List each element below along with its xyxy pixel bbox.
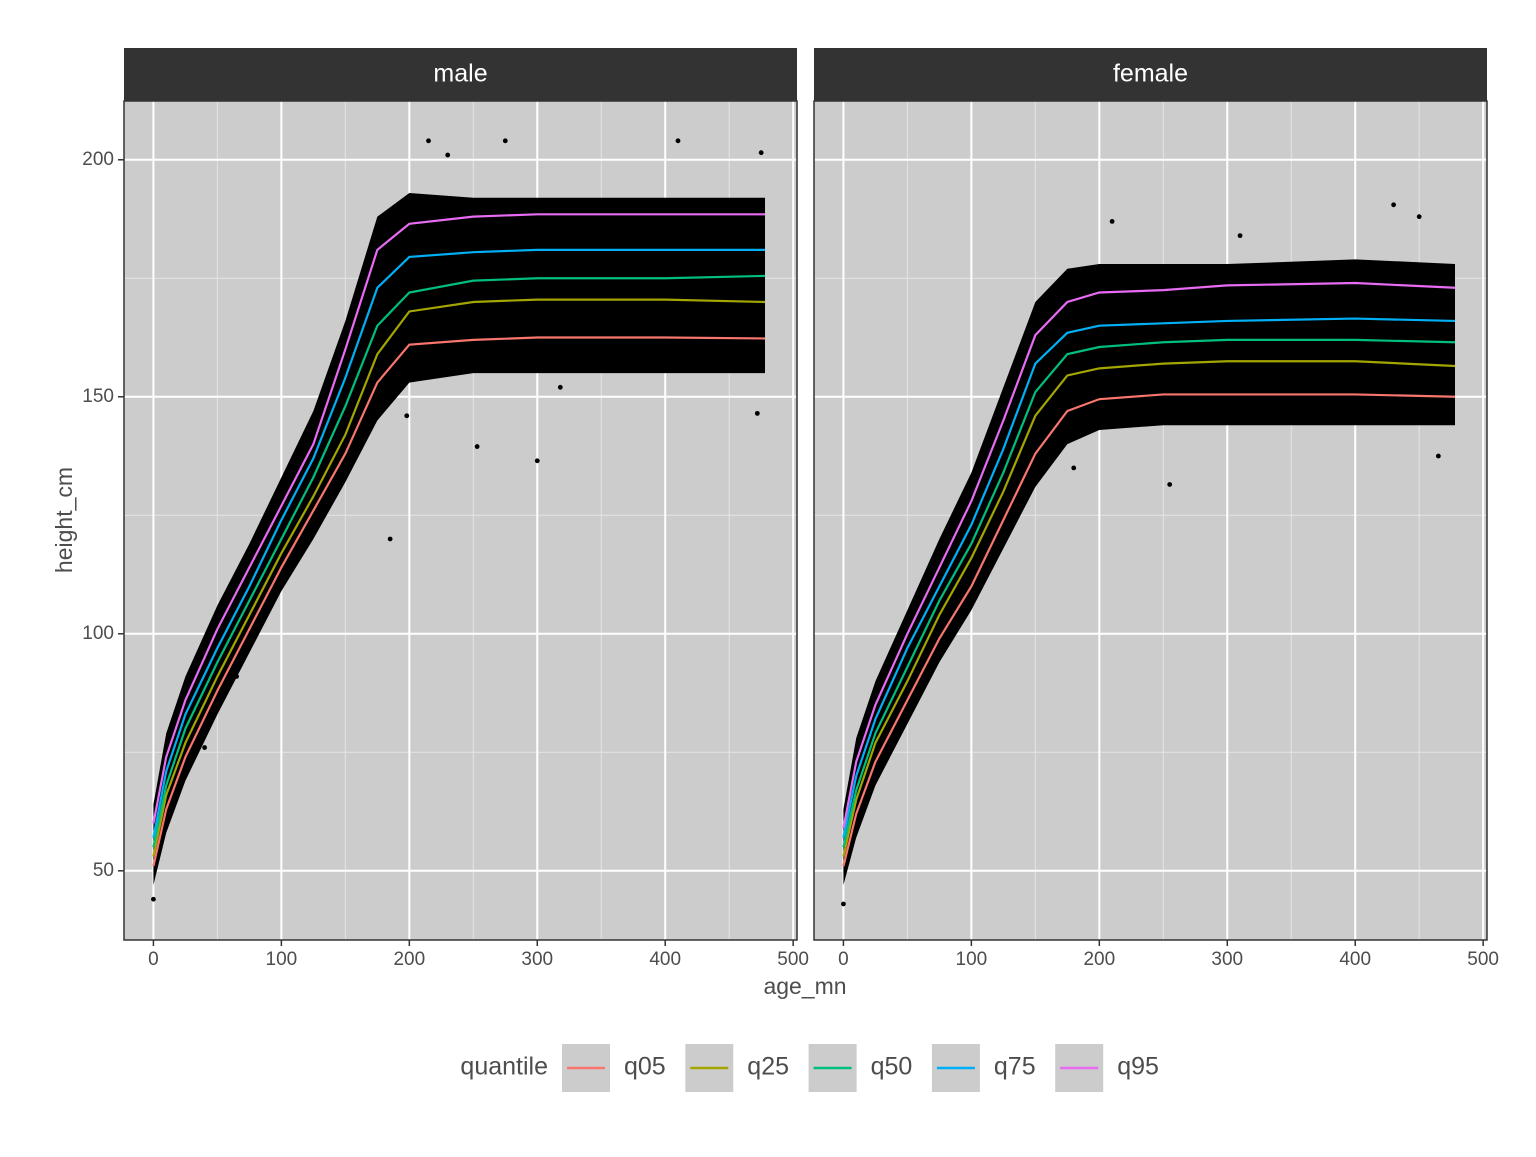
strip: [814, 48, 1487, 101]
point: [502, 138, 508, 144]
point: [1071, 465, 1077, 471]
quantile-line: [152, 274, 766, 848]
quantile-line: [842, 360, 1456, 857]
panel-background: [814, 101, 1487, 940]
quantile-line: [842, 393, 1456, 867]
y-tick-label: 50: [93, 860, 114, 881]
strip-label: female: [1113, 60, 1188, 88]
x-tick-label: 200: [393, 949, 425, 970]
x-tick-label: 500: [1467, 949, 1499, 970]
x-tick-label: 300: [521, 949, 553, 970]
point: [445, 152, 451, 158]
point: [1435, 453, 1441, 459]
point: [754, 410, 760, 416]
point-cloud: [843, 259, 1456, 886]
point: [758, 150, 764, 156]
point: [1391, 202, 1396, 208]
point: [234, 674, 239, 679]
y-tick-label: 100: [82, 623, 114, 644]
x-tick-label: 300: [1211, 949, 1243, 970]
point-cloud: [153, 192, 766, 886]
point: [387, 536, 393, 542]
point: [1416, 214, 1422, 220]
legend-label: q75: [994, 1053, 1036, 1081]
x-tick-label: 0: [148, 949, 159, 970]
point: [1237, 233, 1243, 239]
y-tick-label: 150: [82, 386, 114, 407]
quantile-line: [152, 298, 766, 857]
legend-label: q05: [624, 1053, 666, 1081]
strip-label: male: [433, 60, 487, 88]
point: [675, 138, 681, 144]
point: [534, 458, 540, 464]
x-tick-label: 0: [838, 949, 849, 970]
x-tick-label: 100: [266, 949, 298, 970]
point: [557, 384, 563, 390]
strip: [124, 48, 797, 101]
x-tick-label: 100: [956, 949, 988, 970]
point: [426, 138, 431, 144]
x-tick-label: 200: [1083, 949, 1115, 970]
point: [202, 745, 208, 750]
legend-label: q95: [1117, 1053, 1159, 1081]
point: [1167, 482, 1173, 487]
quantile-line: [842, 281, 1456, 829]
point: [841, 901, 846, 907]
panel-border: [123, 100, 798, 941]
x-tick-label: 500: [777, 949, 809, 970]
point: [151, 896, 156, 902]
legend-title: quantile: [460, 1053, 548, 1081]
quantile-line: [842, 317, 1456, 838]
quantile-line: [842, 338, 1456, 848]
y-tick-label: 200: [82, 149, 114, 170]
point: [1109, 218, 1115, 224]
x-axis-label: age_mn: [763, 973, 846, 999]
quantile-line: [152, 213, 766, 824]
x-tick-label: 400: [649, 949, 681, 970]
point: [474, 444, 480, 449]
quantile-line: [152, 248, 766, 838]
quantile-line: [152, 336, 766, 867]
y-axis-label: height_cm: [51, 467, 77, 573]
legend-label: q50: [871, 1053, 913, 1081]
legend-label: q25: [747, 1053, 789, 1081]
panel-border: [813, 100, 1488, 941]
point: [404, 413, 410, 419]
x-tick-label: 400: [1339, 949, 1371, 970]
